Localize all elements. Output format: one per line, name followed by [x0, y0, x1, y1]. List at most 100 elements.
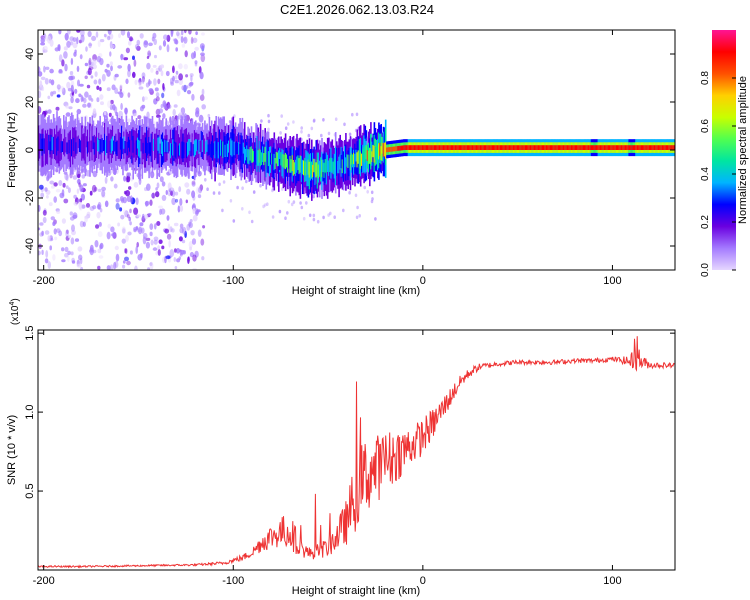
spectrogram-ridge-cell [637, 145, 640, 150]
spectrogram-ridge-cell [249, 147, 252, 161]
spectrogram-noise-cell [192, 207, 196, 215]
spectrogram-ridge-cell [611, 145, 613, 150]
spectrogram-ridge-cell [554, 145, 556, 150]
spectrogram-ridge-cell [562, 145, 564, 150]
spectrogram-ridge-cell [415, 145, 418, 150]
spectrogram-ridge-cell [63, 138, 65, 155]
spectrogram-noise-cell [89, 244, 94, 252]
spectrogram-noise-cell [162, 113, 166, 119]
spectrogram-noise-cell [184, 230, 187, 238]
spectrogram-ridge-cell [330, 157, 332, 172]
spectrogram-noise-cell [284, 126, 288, 130]
spectrogram-noise-cell [75, 98, 80, 104]
spectrogram-ridge-cell [338, 156, 340, 174]
spectrogram-ridge-cell [75, 142, 78, 154]
spectrogram-ridge-cell [288, 154, 290, 169]
spectrogram-ridge-cell [89, 137, 91, 155]
spectrogram-ridge-cell [574, 145, 577, 150]
spectrogram-noise-cell [229, 199, 233, 203]
spectrogram-noise-cell [92, 205, 97, 210]
spectrogram-noise-cell [79, 54, 83, 60]
spectrogram-ridge-cell [431, 145, 434, 150]
spectrogram-noise-cell [162, 40, 167, 47]
spectrogram-ridge-cell [229, 144, 231, 156]
spectrogram-noise-cell [155, 92, 160, 98]
spectrogram-ridge-cell [511, 145, 513, 150]
spectrogram-ridge-cell [540, 145, 543, 150]
spectrogram-noise-cell [194, 46, 199, 51]
spectrogram-noise-cell [81, 96, 85, 102]
colorbar-tick-label: 0.2 [700, 215, 711, 229]
snr-x-tick-label: -100 [222, 575, 244, 587]
spectrogram-noise-cell [145, 82, 150, 88]
spectrogram-ridge-cell [175, 142, 178, 159]
colorbar-tick-label: 0.4 [700, 167, 711, 181]
spectrogram-ridge-cell [594, 145, 596, 150]
spectrogram-noise-cell [117, 222, 120, 227]
spectrogram-noise-cell [154, 54, 157, 59]
spectrogram-noise-cell [198, 187, 203, 194]
spectrogram-ridge-cell [124, 141, 126, 154]
spectrogram-ridge-cell [56, 138, 58, 156]
spectrogram-noise-cell [322, 215, 325, 220]
spectrogram-ridge-cell [532, 145, 535, 150]
spectrogram-noise-cell [104, 200, 109, 208]
spectrogram-noise-cell [161, 92, 165, 99]
spectrogram-noise-cell [107, 36, 111, 41]
spectrogram-noise-cell [68, 106, 73, 110]
spectrogram-noise-cell [127, 92, 131, 98]
spectrogram-noise-cell [327, 131, 331, 136]
spectrogram-ridge-cell [603, 145, 605, 150]
spectrogram-ridge-cell [579, 145, 581, 150]
spectrogram-noise-cell [41, 230, 44, 236]
spectrogram-noise-cell [171, 197, 176, 206]
spectrogram-ridge-cell [311, 161, 313, 179]
spectrogram-ridge-cell [248, 149, 250, 165]
spectrogram-noise-cell [139, 33, 144, 39]
spectrogram-noise-cell [88, 43, 93, 47]
spectrogram-ridge-cell [260, 152, 263, 165]
spectrogram-ridge-cell [287, 158, 289, 173]
spectrogram-ridge-cell [551, 145, 553, 150]
spectrogram-noise-cell [115, 198, 120, 203]
spectrogram-ridge-cell [599, 145, 602, 150]
spectrogram-ridge-cell [539, 145, 542, 150]
spectrogram-ridge-cell [298, 158, 301, 175]
spectrogram-noise-cell [201, 32, 205, 36]
spectrogram-noise-cell [47, 261, 51, 269]
spectrogram-ridge-cell [339, 154, 341, 170]
spectrogram-ridge-cell [314, 162, 316, 175]
spectrogram-noise-cell [107, 30, 112, 35]
spectrogram-noise-cell [206, 187, 209, 191]
spectrogram-noise-cell [189, 246, 193, 251]
spectrogram-ridge-cell [255, 148, 257, 165]
spectrogram-ridge-cell [164, 140, 166, 152]
spectrogram-ridge-cell [370, 148, 372, 164]
spectrogram-noise-cell [126, 195, 132, 203]
chart-title: C2E1.2026.062.13.03.R24 [280, 2, 434, 17]
spectrogram-noise-cell [84, 62, 89, 67]
spectrogram-noise-cell [44, 230, 50, 235]
spectrogram-ridge-cell [514, 145, 517, 150]
spectrogram-noise-cell [201, 256, 205, 261]
spectrogram-noise-cell [64, 252, 69, 258]
spectrogram-noise-cell [45, 250, 49, 258]
spectrogram-noise-cell [79, 220, 84, 228]
spectrogram-noise-cell [160, 208, 166, 215]
spectrogram-noise-cell [370, 199, 374, 204]
spectrogram-ridge-cell [76, 136, 79, 154]
spectrogram-noise-cell [107, 223, 112, 229]
spectrogram-ridge-cell [126, 141, 129, 156]
spectrogram-ridge-cell [568, 145, 570, 150]
spectrogram-ridge-cell [82, 141, 84, 153]
spectrogram-ridge-cell [425, 145, 428, 150]
spectrogram-noise-cell [48, 202, 53, 207]
spectrogram-ridge-cell [169, 143, 172, 159]
spectrogram-ridge-cell [549, 145, 552, 150]
spectrogram-noise-cell [169, 249, 175, 258]
spectrogram-ridge-cell [414, 145, 417, 150]
spectrogram-ridge-cell [350, 153, 353, 165]
spectrogram-ridge-cell [521, 145, 523, 150]
spectrogram-noise-cell [178, 112, 183, 116]
spectrogram-ridge-cell [220, 139, 222, 156]
